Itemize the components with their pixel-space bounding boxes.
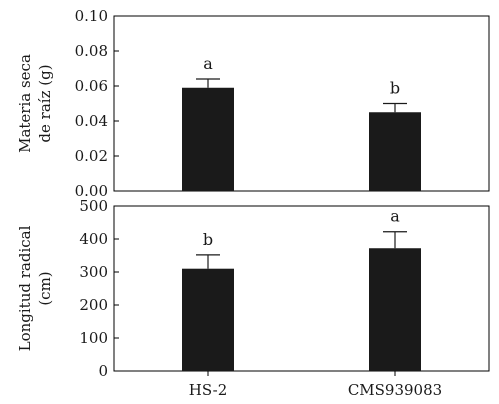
bar-cms939083 [369, 112, 421, 191]
y-axis-title-line: Longitud radical [16, 225, 34, 351]
significance-label: b [390, 79, 400, 98]
plot-frame [113, 205, 490, 372]
chart-panel-2: 0 100 200 300 400 500 Longitud radical (cm) b a HS… [16, 197, 490, 399]
chart-panel-1: 0.00 0.02 0.04 0.06 0.08 0.10 Materia seca de r… [16, 7, 490, 200]
x-category-label: CMS939083 [348, 381, 442, 399]
y-tick-label: 500 [79, 197, 108, 215]
bar-hs-2 [182, 87, 234, 191]
y-tick-label: 0 [98, 362, 108, 380]
y-tick-label: 100 [79, 329, 108, 347]
y-axis-title-line: Materia seca [16, 54, 34, 153]
significance-label: b [203, 230, 213, 249]
bar-cms939083 [369, 248, 421, 371]
plot-frame [113, 15, 490, 192]
y-tick-label: 0.02 [75, 147, 108, 165]
y-axis-title-line: (cm) [36, 271, 54, 305]
bar-hs-2 [182, 268, 234, 371]
significance-label: a [203, 54, 213, 73]
significance-label: a [390, 207, 400, 226]
y-tick-label: 0.00 [75, 182, 108, 200]
y-tick-label: 0.10 [75, 7, 108, 25]
y-tick-label: 0.04 [75, 112, 108, 130]
y-tick-label: 0.06 [75, 77, 108, 95]
y-tick-label: 300 [79, 263, 108, 281]
y-tick-label: 0.08 [75, 42, 108, 60]
y-axis-title-line: de raíz (g) [36, 64, 54, 142]
y-tick-label: 400 [79, 230, 108, 248]
x-category-label: HS-2 [189, 381, 228, 399]
y-tick-label: 200 [79, 296, 108, 314]
y-axis-title: Materia seca de raíz (g) [16, 54, 54, 153]
y-axis-title: Longitud radical (cm) [16, 225, 54, 351]
